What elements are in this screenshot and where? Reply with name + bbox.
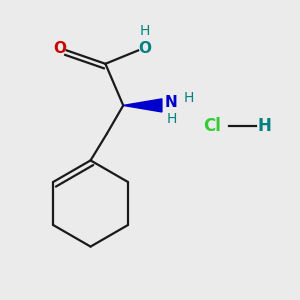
Text: Cl: Cl <box>203 117 221 135</box>
Text: H: H <box>140 24 150 38</box>
Text: H: H <box>184 91 194 105</box>
Text: O: O <box>138 41 151 56</box>
Polygon shape <box>123 99 162 112</box>
Text: H: H <box>167 112 178 126</box>
Text: N: N <box>164 95 177 110</box>
Text: O: O <box>53 41 66 56</box>
Text: H: H <box>257 117 272 135</box>
